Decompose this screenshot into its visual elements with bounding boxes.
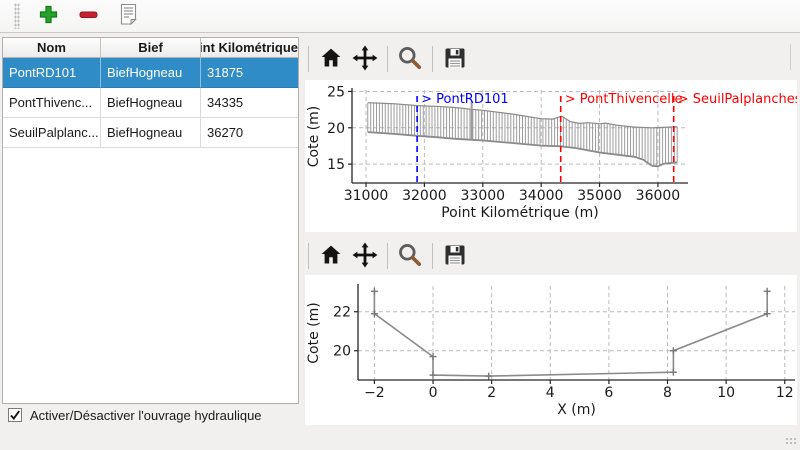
save-button[interactable]	[441, 44, 469, 74]
pan-button[interactable]	[351, 44, 379, 74]
svg-text:Point Kilométrique (m): Point Kilométrique (m)	[441, 205, 599, 221]
enable-structure-checkbox[interactable]: Activer/Désactiver l'ouvrage hydraulique	[8, 405, 262, 425]
toolbar-separator	[387, 243, 388, 269]
svg-text:> SeuilPalplanches: > SeuilPalplanches	[678, 92, 797, 107]
svg-text:> PontThivencelle: > PontThivencelle	[565, 92, 683, 107]
window-size-grip[interactable]	[785, 437, 796, 446]
table-row[interactable]: SeuilPalplanc... BiefHogneau 36270	[3, 118, 298, 148]
svg-text:−2: −2	[364, 385, 385, 401]
svg-text:32000: 32000	[402, 188, 447, 204]
table-header: Nom Bief Point Kilométrique	[3, 38, 298, 58]
svg-text:12: 12	[776, 385, 794, 401]
table-row[interactable]: PontThivenc... BiefHogneau 34335	[3, 88, 298, 118]
column-header-bief[interactable]: Bief	[101, 38, 201, 57]
svg-text:34000: 34000	[519, 188, 564, 204]
pan-icon	[352, 242, 378, 271]
save-icon	[443, 46, 467, 73]
plus-icon	[37, 3, 60, 29]
svg-text:25: 25	[327, 84, 345, 100]
svg-text:6: 6	[604, 385, 613, 401]
home-icon	[319, 243, 343, 270]
zoom-button[interactable]	[396, 44, 424, 74]
svg-text:20: 20	[333, 344, 351, 360]
svg-text:> PontRD101: > PontRD101	[421, 92, 509, 107]
document-icon	[117, 3, 140, 29]
home-button[interactable]	[317, 44, 345, 74]
cell-pk[interactable]: 36270	[201, 118, 298, 148]
cell-nom[interactable]: SeuilPalplanc...	[3, 118, 101, 148]
cell-bief[interactable]: BiefHogneau	[101, 88, 201, 118]
edit-button[interactable]	[114, 2, 142, 30]
panel-divider	[790, 44, 791, 70]
toolbar-separator	[308, 46, 309, 72]
svg-text:2: 2	[487, 385, 496, 401]
check-icon	[10, 410, 20, 420]
svg-text:36000: 36000	[636, 188, 681, 204]
table-body: PontRD101 BiefHogneau 31875 PontThivenc... B…	[3, 58, 298, 148]
remove-button[interactable]	[74, 2, 102, 30]
cell-nom[interactable]: PontRD101	[3, 58, 101, 88]
toolbar-separator	[432, 46, 433, 72]
svg-text:4: 4	[546, 385, 555, 401]
cross-section-plot-canvas[interactable]: −2 0 2 4 6 8 10 12 20 22 X (m) Cote (m)	[305, 275, 797, 425]
checkbox-label: Activer/Désactiver l'ouvrage hydraulique	[30, 407, 262, 423]
column-header-pk[interactable]: Point Kilométrique	[201, 40, 298, 55]
home-button[interactable]	[317, 241, 345, 271]
main-toolbar	[0, 0, 800, 33]
zoom-icon	[397, 242, 423, 271]
zoom-button[interactable]	[396, 241, 424, 271]
cell-bief[interactable]: BiefHogneau	[101, 118, 201, 148]
svg-text:8: 8	[663, 385, 672, 401]
toolbar-separator	[308, 243, 309, 269]
save-icon	[443, 243, 467, 270]
svg-text:Cote (m): Cote (m)	[306, 106, 322, 167]
svg-text:33000: 33000	[461, 188, 506, 204]
svg-text:20: 20	[327, 121, 345, 137]
svg-text:22: 22	[333, 305, 351, 321]
profile-plot-toolbar	[306, 41, 469, 77]
checkbox-box[interactable]	[8, 408, 22, 422]
svg-text:35000: 35000	[577, 188, 622, 204]
add-button[interactable]	[34, 2, 62, 30]
pan-icon	[352, 45, 378, 74]
table-row[interactable]: PontRD101 BiefHogneau 31875	[3, 58, 298, 88]
svg-text:10: 10	[717, 385, 735, 401]
profile-plot-canvas[interactable]: > PontRD101 > PontThivencelle > SeuilPalpl…	[305, 80, 800, 232]
svg-text:0: 0	[429, 385, 438, 401]
svg-text:X (m): X (m)	[557, 402, 596, 418]
pan-button[interactable]	[351, 241, 379, 271]
cell-bief[interactable]: BiefHogneau	[101, 58, 201, 88]
svg-text:15: 15	[327, 157, 345, 173]
zoom-icon	[397, 45, 423, 74]
cell-pk[interactable]: 34335	[201, 88, 298, 118]
cross-section-plot-toolbar	[306, 238, 469, 274]
structures-table: Nom Bief Point Kilométrique PontRD101Bie…	[2, 37, 299, 404]
cell-nom[interactable]: PontThivenc...	[3, 88, 101, 118]
column-header-nom[interactable]: Nom	[3, 38, 101, 57]
svg-text:Cote (m): Cote (m)	[306, 302, 322, 363]
cell-pk[interactable]: 31875	[201, 58, 298, 88]
save-button[interactable]	[441, 241, 469, 271]
minus-icon	[77, 3, 100, 29]
toolbar-separator	[387, 46, 388, 72]
home-icon	[319, 46, 343, 73]
toolbar-separator	[432, 243, 433, 269]
svg-text:31000: 31000	[344, 188, 389, 204]
toolbar-drag-handle[interactable]	[14, 3, 20, 29]
